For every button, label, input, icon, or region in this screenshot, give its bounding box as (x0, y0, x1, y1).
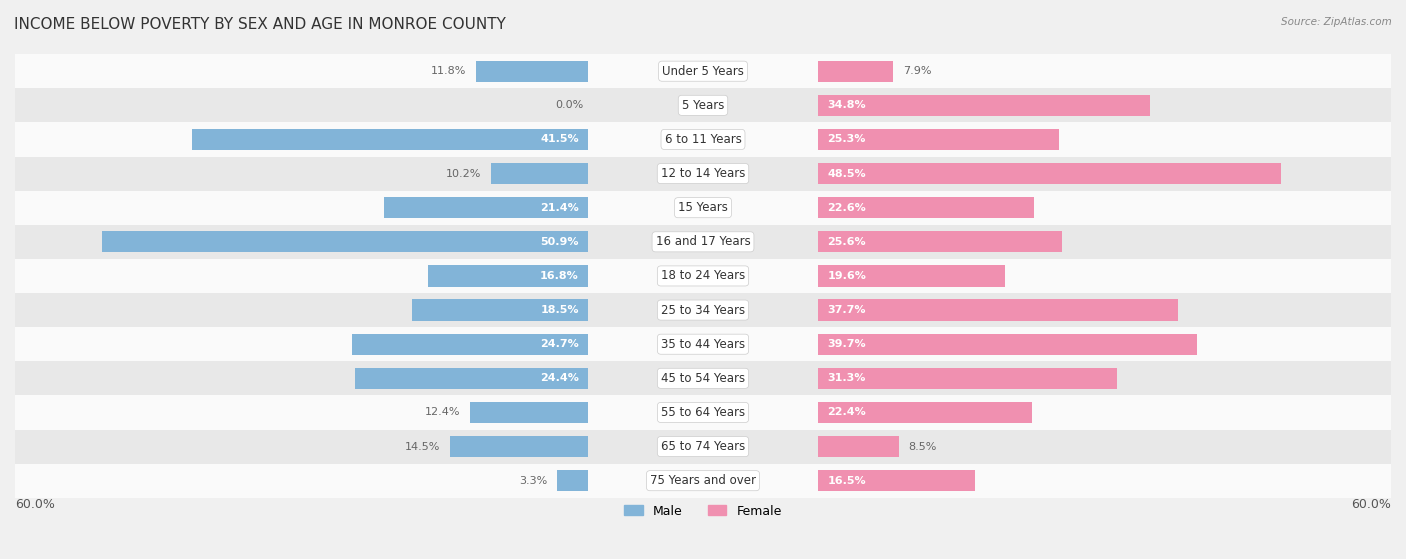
Bar (818, 266, 1005, 287)
Text: Source: ZipAtlas.com: Source: ZipAtlas.com (1281, 17, 1392, 27)
Text: 48.5%: 48.5% (827, 169, 866, 178)
Text: 25 to 34 Years: 25 to 34 Years (661, 304, 745, 316)
Bar (818, 300, 1178, 321)
Legend: Male, Female: Male, Female (619, 500, 787, 523)
Bar (15, 463, 1391, 498)
Text: 50.9%: 50.9% (540, 237, 579, 247)
Text: 35 to 44 Years: 35 to 44 Years (661, 338, 745, 350)
Text: Under 5 Years: Under 5 Years (662, 65, 744, 78)
Text: 16.8%: 16.8% (540, 271, 579, 281)
Text: 18 to 24 Years: 18 to 24 Years (661, 269, 745, 282)
Bar (353, 334, 588, 355)
Text: 39.7%: 39.7% (827, 339, 866, 349)
Bar (818, 334, 1197, 355)
Bar (818, 197, 1033, 218)
Text: 31.3%: 31.3% (827, 373, 866, 383)
Text: 25.3%: 25.3% (827, 135, 866, 144)
Bar (384, 197, 588, 218)
Text: 0.0%: 0.0% (555, 100, 583, 110)
Bar (818, 129, 1060, 150)
Text: 22.4%: 22.4% (827, 408, 866, 418)
Bar (15, 259, 1391, 293)
Bar (15, 54, 1391, 88)
Text: 75 Years and over: 75 Years and over (650, 474, 756, 487)
Bar (818, 163, 1281, 184)
Bar (427, 266, 588, 287)
Text: 18.5%: 18.5% (540, 305, 579, 315)
Bar (15, 395, 1391, 429)
Bar (103, 231, 588, 253)
Text: 12.4%: 12.4% (425, 408, 460, 418)
Text: 3.3%: 3.3% (519, 476, 547, 486)
Text: 5 Years: 5 Years (682, 99, 724, 112)
Bar (15, 88, 1391, 122)
Bar (15, 327, 1391, 361)
Text: 37.7%: 37.7% (827, 305, 866, 315)
Bar (818, 231, 1063, 253)
Bar (15, 122, 1391, 157)
Text: 11.8%: 11.8% (430, 66, 465, 76)
Bar (15, 157, 1391, 191)
Text: INCOME BELOW POVERTY BY SEX AND AGE IN MONROE COUNTY: INCOME BELOW POVERTY BY SEX AND AGE IN M… (14, 17, 506, 32)
Text: 34.8%: 34.8% (827, 100, 866, 110)
Text: 16.5%: 16.5% (827, 476, 866, 486)
Bar (818, 470, 976, 491)
Bar (818, 402, 1032, 423)
Text: 55 to 64 Years: 55 to 64 Years (661, 406, 745, 419)
Text: 60.0%: 60.0% (15, 498, 55, 511)
Bar (15, 191, 1391, 225)
Bar (557, 470, 588, 491)
Text: 7.9%: 7.9% (903, 66, 931, 76)
Text: 19.6%: 19.6% (827, 271, 866, 281)
Bar (818, 60, 893, 82)
Bar (491, 163, 588, 184)
Text: 15 Years: 15 Years (678, 201, 728, 214)
Bar (191, 129, 588, 150)
Text: 8.5%: 8.5% (908, 442, 936, 452)
Text: 24.7%: 24.7% (540, 339, 579, 349)
Bar (356, 368, 588, 389)
Bar (412, 300, 588, 321)
Text: 24.4%: 24.4% (540, 373, 579, 383)
Bar (15, 293, 1391, 327)
Text: 45 to 54 Years: 45 to 54 Years (661, 372, 745, 385)
Text: 10.2%: 10.2% (446, 169, 481, 178)
Text: 22.6%: 22.6% (827, 203, 866, 212)
Text: 60.0%: 60.0% (1351, 498, 1391, 511)
Bar (15, 225, 1391, 259)
Bar (475, 60, 588, 82)
Bar (450, 436, 588, 457)
Text: 6 to 11 Years: 6 to 11 Years (665, 133, 741, 146)
Bar (15, 429, 1391, 463)
Bar (15, 361, 1391, 395)
Bar (818, 368, 1116, 389)
Bar (818, 94, 1150, 116)
Text: 12 to 14 Years: 12 to 14 Years (661, 167, 745, 180)
Text: 25.6%: 25.6% (827, 237, 866, 247)
Text: 41.5%: 41.5% (540, 135, 579, 144)
Text: 14.5%: 14.5% (405, 442, 440, 452)
Bar (470, 402, 588, 423)
Text: 21.4%: 21.4% (540, 203, 579, 212)
Text: 65 to 74 Years: 65 to 74 Years (661, 440, 745, 453)
Text: 16 and 17 Years: 16 and 17 Years (655, 235, 751, 248)
Bar (818, 436, 898, 457)
